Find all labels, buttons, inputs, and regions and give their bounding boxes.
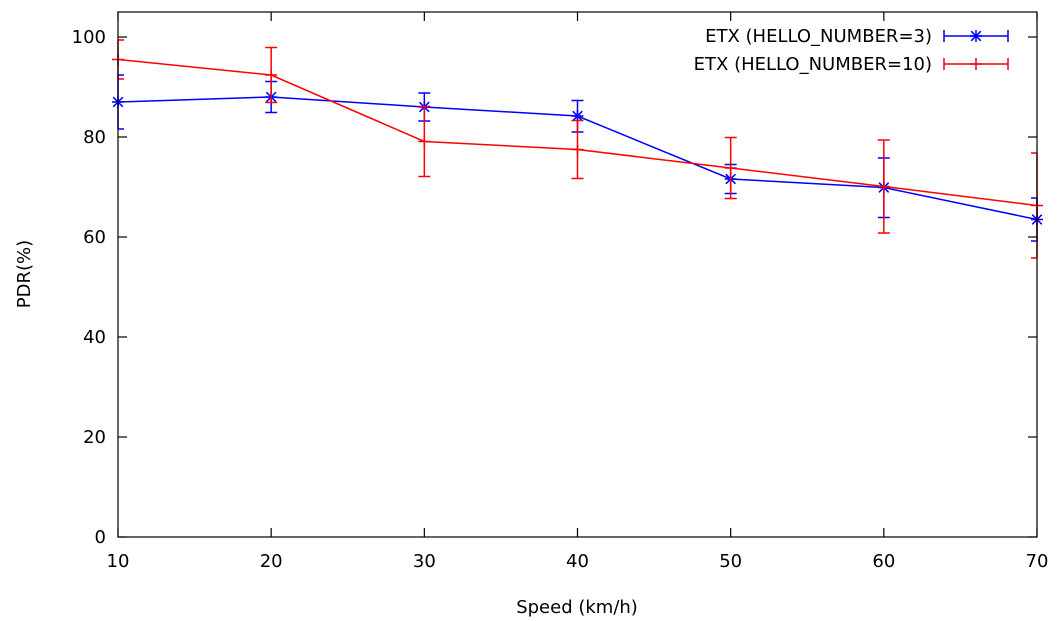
y-tick-label: 60 (83, 227, 106, 248)
plot-area (112, 39, 1043, 259)
data-point (571, 110, 584, 122)
x-tick-label: 20 (260, 551, 283, 572)
asterisk-marker-d2 (970, 30, 982, 42)
legend-item: ETX (HELLO_NUMBER=3) (705, 26, 1009, 47)
data-point (418, 135, 431, 148)
legend-label: ETX (HELLO_NUMBER=10) (694, 54, 932, 75)
x-tick-label: 70 (1026, 551, 1049, 572)
asterisk-marker-d2 (572, 110, 583, 122)
legend: ETX (HELLO_NUMBER=3) ETX (HELLO_NUMBER=10… (694, 26, 1009, 75)
x-tick-label: 40 (566, 551, 589, 572)
y-axis-title: PDR(%) (14, 240, 35, 308)
x-tick-label: 60 (872, 551, 895, 572)
y-tick-label: 40 (83, 327, 106, 348)
y-tick-label: 0 (95, 527, 106, 548)
x-tick-label: 50 (719, 551, 742, 572)
x-axis-title: Speed (km/h) (516, 597, 638, 618)
axis-ticks: 10 20 30 40 50 60 70 0 20 40 60 80 100 (72, 12, 1049, 572)
y-tick-label: 80 (83, 127, 106, 148)
data-point (877, 180, 890, 193)
x-tick-label: 10 (107, 551, 130, 572)
legend-item: ETX (HELLO_NUMBER=10) (694, 54, 1009, 75)
data-point (571, 143, 584, 156)
x-tick-label: 30 (413, 551, 436, 572)
y-tick-label: 100 (72, 27, 106, 48)
data-point (265, 69, 278, 81)
y-tick-label: 20 (83, 427, 106, 448)
data-point (724, 162, 737, 174)
legend-label: ETX (HELLO_NUMBER=3) (705, 26, 932, 47)
